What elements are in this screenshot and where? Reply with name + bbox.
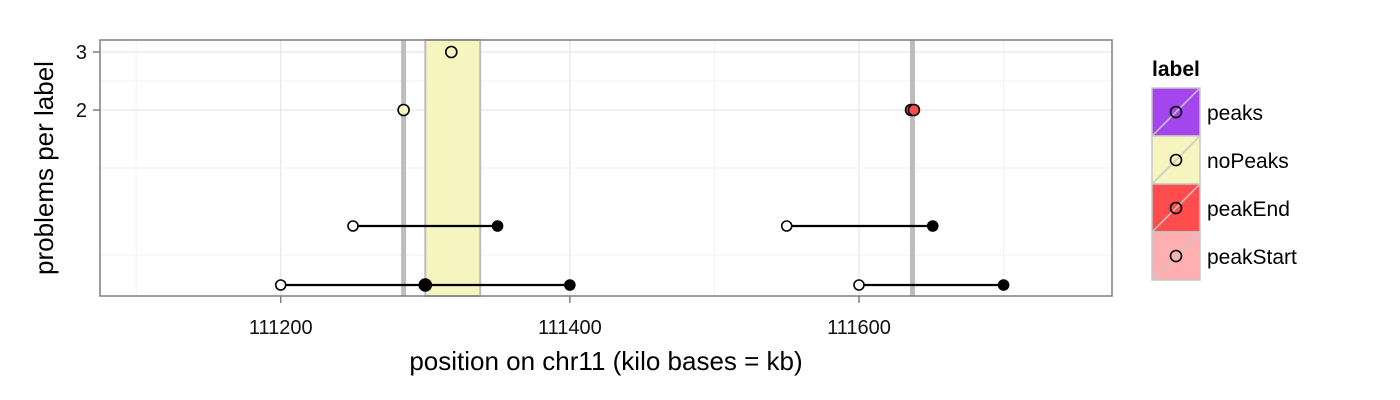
y-tick-label: 2 (76, 100, 87, 122)
data-point (397, 103, 410, 117)
grid (100, 40, 1112, 296)
x-axis-ticks: 111200 111400 111600 (249, 296, 891, 339)
legend-label-noPeaks: noPeaks (1207, 150, 1289, 173)
segment-end-point (564, 279, 576, 291)
x-tick-label: 111400 (538, 317, 602, 339)
y-tick-label: 3 (76, 42, 87, 64)
segment-end-point (491, 220, 504, 232)
plot-border (99, 39, 1113, 297)
data-point (418, 278, 433, 292)
segment-start-point (853, 279, 865, 291)
data-point (907, 103, 921, 117)
legend-key-diagonal (1152, 184, 1200, 232)
legend-key-diagonal (1152, 136, 1200, 184)
y-axis-ticks: 23 (76, 42, 100, 122)
legend-key-circle (1169, 153, 1183, 167)
label-region-noPeaks (424, 39, 482, 297)
legend-label-peakStart: peakStart (1207, 246, 1297, 269)
segment-start-point (780, 220, 793, 232)
segment-start-point (347, 220, 359, 232)
legend: peaks noPeaks peakEnd peakStart (1151, 87, 1297, 281)
legend-title: label (1152, 58, 1200, 81)
legend-key-diagonal (1152, 232, 1200, 280)
segment-end-point (997, 279, 1010, 291)
x-axis-title: position on chr11 (kilo bases = kb) (409, 346, 802, 376)
breakpoint-lines (401, 40, 915, 296)
legend-key-circle (1169, 201, 1183, 215)
data-point (445, 45, 458, 59)
points (397, 45, 921, 292)
segment-end-point (926, 220, 939, 232)
y-axis-title: problems per label (29, 61, 59, 275)
legend-label-peakEnd: peakEnd (1207, 198, 1290, 221)
legend-key-circle (1169, 249, 1183, 263)
x-tick-label: 111600 (827, 317, 891, 339)
x-tick-label: 111200 (249, 317, 313, 339)
legend-key-diagonal (1152, 88, 1200, 136)
legend-label-peaks: peaks (1207, 102, 1263, 125)
segment-start-point (274, 279, 287, 291)
label-regions (424, 39, 482, 297)
legend-key-circle (1169, 105, 1183, 119)
